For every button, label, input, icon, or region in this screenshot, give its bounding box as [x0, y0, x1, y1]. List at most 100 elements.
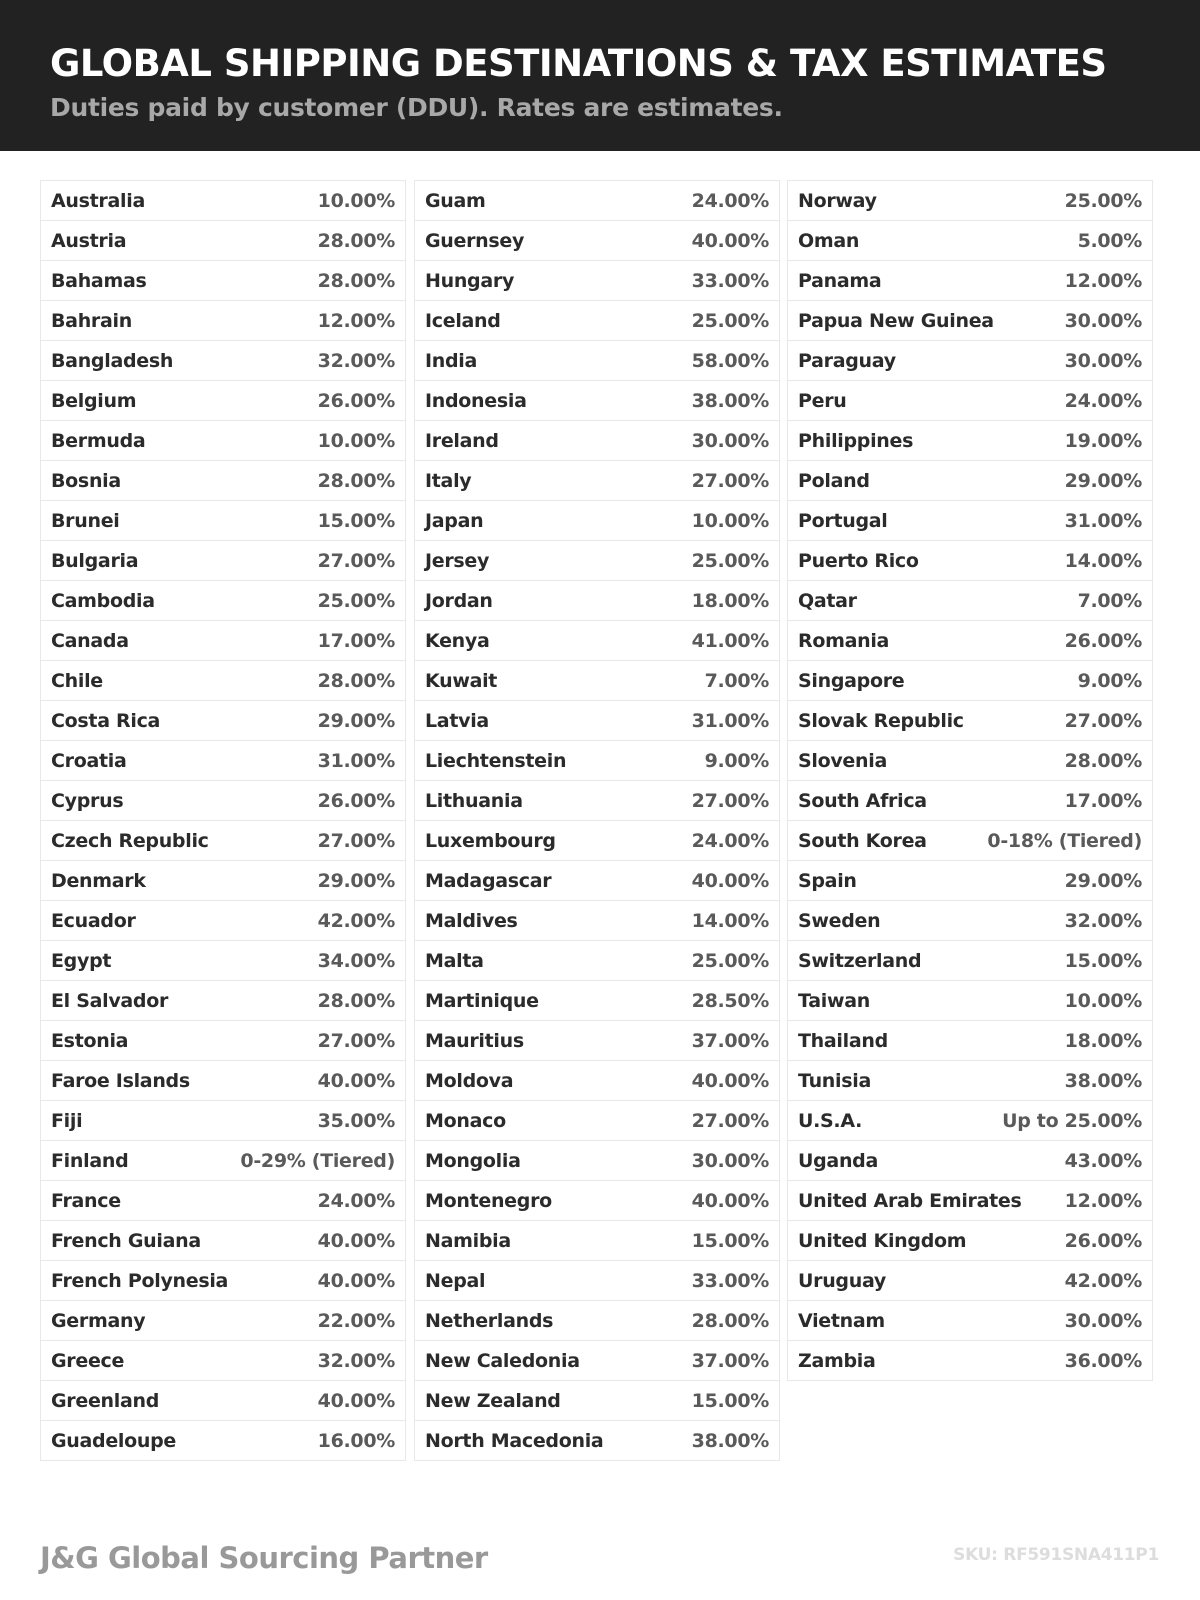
- country-name: U.S.A.: [798, 1109, 863, 1132]
- country-name: Costa Rica: [51, 709, 161, 732]
- table-row: Maldives 14.00%: [415, 901, 779, 941]
- table-row: Slovak Republic 27.00%: [788, 701, 1152, 741]
- table-row: Canada 17.00%: [41, 621, 405, 661]
- country-name: Belgium: [51, 389, 137, 412]
- rates-column-3: Norway 25.00% Oman 5.00% Panama 12.00% Papua N…: [787, 180, 1153, 1381]
- tax-rate: 24.00%: [1064, 389, 1143, 412]
- country-name: New Caledonia: [425, 1349, 580, 1372]
- table-row: Bermuda 10.00%: [41, 421, 405, 461]
- country-name: Singapore: [798, 669, 905, 692]
- tax-rate: 25.00%: [317, 589, 396, 612]
- country-name: Kenya: [425, 629, 490, 652]
- table-row: Jordan 18.00%: [415, 581, 779, 621]
- table-row: Hungary 33.00%: [415, 261, 779, 301]
- table-row: Madagascar 40.00%: [415, 861, 779, 901]
- table-row: Greece 32.00%: [41, 1341, 405, 1381]
- table-row: U.S.A. Up to 25.00%: [788, 1101, 1152, 1141]
- table-row: Denmark 29.00%: [41, 861, 405, 901]
- tax-rate: 28.00%: [317, 989, 396, 1012]
- tax-rate: 18.00%: [691, 589, 770, 612]
- table-row: Norway 25.00%: [788, 181, 1152, 221]
- table-row: Panama 12.00%: [788, 261, 1152, 301]
- country-name: Brunei: [51, 509, 120, 532]
- tax-rate: 40.00%: [691, 1069, 770, 1092]
- country-name: New Zealand: [425, 1389, 561, 1412]
- tax-rate: 28.50%: [691, 989, 770, 1012]
- table-row: Iceland 25.00%: [415, 301, 779, 341]
- country-name: Iceland: [425, 309, 501, 332]
- tax-rate: 30.00%: [1064, 349, 1143, 372]
- table-row: Spain 29.00%: [788, 861, 1152, 901]
- country-name: Mauritius: [425, 1029, 524, 1052]
- country-name: Zambia: [798, 1349, 876, 1372]
- table-row: French Polynesia 40.00%: [41, 1261, 405, 1301]
- table-row: Tunisia 38.00%: [788, 1061, 1152, 1101]
- table-row: Vietnam 30.00%: [788, 1301, 1152, 1341]
- country-name: Hungary: [425, 269, 515, 292]
- country-name: Austria: [51, 229, 127, 252]
- tax-rate: 10.00%: [691, 509, 770, 532]
- country-name: Lithuania: [425, 789, 523, 812]
- country-name: Qatar: [798, 589, 857, 612]
- tax-rate: 34.00%: [317, 949, 396, 972]
- tax-rate: 7.00%: [704, 669, 770, 692]
- tax-rate: 9.00%: [704, 749, 770, 772]
- tax-rate: 12.00%: [1064, 1189, 1143, 1212]
- tax-rate: 15.00%: [1064, 949, 1143, 972]
- tax-rate: 27.00%: [317, 549, 396, 572]
- table-row: Guam 24.00%: [415, 181, 779, 221]
- tax-rate: 24.00%: [691, 829, 770, 852]
- country-name: French Polynesia: [51, 1269, 229, 1292]
- table-row: Uruguay 42.00%: [788, 1261, 1152, 1301]
- tax-rate: 12.00%: [1064, 269, 1143, 292]
- table-row: Nepal 33.00%: [415, 1261, 779, 1301]
- tax-rate: 27.00%: [1064, 709, 1143, 732]
- header: GLOBAL SHIPPING DESTINATIONS & TAX ESTIM…: [0, 0, 1200, 151]
- table-row: Philippines 19.00%: [788, 421, 1152, 461]
- tax-rate: 25.00%: [691, 949, 770, 972]
- country-name: Uruguay: [798, 1269, 886, 1292]
- tax-rate: 32.00%: [317, 1349, 396, 1372]
- tax-rate: 31.00%: [1064, 509, 1143, 532]
- tax-rate: 14.00%: [691, 909, 770, 932]
- table-row: New Caledonia 37.00%: [415, 1341, 779, 1381]
- tax-rate: 30.00%: [1064, 1309, 1143, 1332]
- table-row: Austria 28.00%: [41, 221, 405, 261]
- tax-rate: 29.00%: [317, 709, 396, 732]
- table-row: Peru 24.00%: [788, 381, 1152, 421]
- tax-rate: 29.00%: [317, 869, 396, 892]
- tax-rate: 26.00%: [1064, 629, 1143, 652]
- table-row: Faroe Islands 40.00%: [41, 1061, 405, 1101]
- table-row: North Macedonia 38.00%: [415, 1421, 779, 1461]
- tax-rate: 27.00%: [691, 1109, 770, 1132]
- tax-rate: 28.00%: [691, 1309, 770, 1332]
- table-row: United Arab Emirates 12.00%: [788, 1181, 1152, 1221]
- tax-rate: 29.00%: [1064, 469, 1143, 492]
- table-row: Thailand 18.00%: [788, 1021, 1152, 1061]
- country-name: Ireland: [425, 429, 499, 452]
- country-name: Jersey: [425, 549, 490, 572]
- country-name: United Kingdom: [798, 1229, 967, 1252]
- country-name: Switzerland: [798, 949, 922, 972]
- country-name: Portugal: [798, 509, 888, 532]
- country-name: Uganda: [798, 1149, 878, 1172]
- table-row: Liechtenstein 9.00%: [415, 741, 779, 781]
- table-row: Kuwait 7.00%: [415, 661, 779, 701]
- tax-rate: 40.00%: [317, 1229, 396, 1252]
- tax-rate: 28.00%: [317, 269, 396, 292]
- tax-rate: 14.00%: [1064, 549, 1143, 572]
- tax-rate: 26.00%: [317, 789, 396, 812]
- tax-rate: 0-18% (Tiered): [987, 829, 1142, 852]
- table-row: Sweden 32.00%: [788, 901, 1152, 941]
- country-name: Guadeloupe: [51, 1429, 177, 1452]
- country-name: France: [51, 1189, 121, 1212]
- country-name: Bahamas: [51, 269, 147, 292]
- country-name: Cambodia: [51, 589, 155, 612]
- country-name: Bulgaria: [51, 549, 139, 572]
- table-row: South Africa 17.00%: [788, 781, 1152, 821]
- table-row: Lithuania 27.00%: [415, 781, 779, 821]
- tax-rate: 31.00%: [691, 709, 770, 732]
- table-row: Romania 26.00%: [788, 621, 1152, 661]
- country-name: Vietnam: [798, 1309, 885, 1332]
- table-row: Ireland 30.00%: [415, 421, 779, 461]
